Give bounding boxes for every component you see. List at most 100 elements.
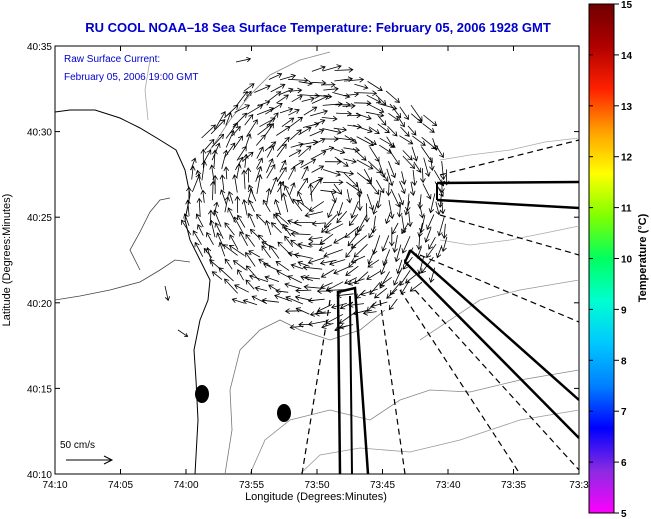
current-vector-arrow xyxy=(181,219,192,236)
coastline-contour xyxy=(224,309,386,474)
current-vector-arrow xyxy=(390,189,401,208)
current-vector-arrow xyxy=(233,216,244,234)
y-axis-label: Latitude (Degrees:Minutes) xyxy=(1,194,13,327)
current-vector-arrow xyxy=(399,181,406,195)
current-vector-arrow xyxy=(429,157,435,171)
current-vector-arrow xyxy=(385,90,400,104)
current-vector-arrow xyxy=(330,303,347,310)
colorbar-tick-label: 10 xyxy=(621,255,633,266)
current-vector-arrow xyxy=(297,242,312,248)
current-vector-arrow xyxy=(224,104,239,119)
current-vector-arrow xyxy=(228,244,245,256)
current-vector-arrow xyxy=(279,159,287,173)
current-vector-arrow xyxy=(290,263,304,270)
current-vector-arrow xyxy=(297,260,310,267)
current-vector-arrow xyxy=(284,185,294,203)
current-vector-arrow xyxy=(354,224,365,236)
current-vector-arrow xyxy=(236,145,247,161)
current-vector-arrow xyxy=(266,145,275,158)
current-vector-arrow xyxy=(232,174,238,193)
current-vector-arrow xyxy=(345,243,357,258)
current-vector-arrow xyxy=(225,130,235,148)
current-vector-arrow xyxy=(231,297,245,304)
current-legend-line1: Raw Surface Current: xyxy=(64,54,160,65)
current-vector-arrow xyxy=(264,141,277,152)
current-vector-arrow xyxy=(379,170,389,182)
current-vector-arrow xyxy=(224,142,236,159)
current-vector-arrow xyxy=(318,244,333,252)
current-vector-arrow xyxy=(209,164,216,184)
current-vector-arrow xyxy=(292,160,305,168)
current-vector-arrow xyxy=(348,259,358,268)
current-vector-arrow xyxy=(356,90,378,97)
current-vector-arrow xyxy=(266,163,276,179)
current-vector-arrow xyxy=(177,329,189,337)
current-vector-arrow xyxy=(183,213,190,227)
current-vector-arrow xyxy=(241,199,248,216)
current-vector-arrow xyxy=(298,126,312,136)
current-vector-arrow xyxy=(333,235,347,244)
current-vector-arrow xyxy=(407,125,417,136)
colorbar-tick-label: 15 xyxy=(621,0,633,11)
current-vector-arrow xyxy=(375,179,385,194)
current-vector-arrow xyxy=(307,183,314,202)
current-vector-arrow xyxy=(353,124,373,134)
current-vector-arrow xyxy=(348,302,365,308)
current-vector-arrow xyxy=(291,95,303,103)
current-vector-arrow xyxy=(423,157,431,178)
current-vector-arrow xyxy=(352,148,367,161)
current-vector-arrow xyxy=(284,282,302,290)
current-vector-arrow xyxy=(325,287,345,294)
x-axis-ticks: 74:10 74:05 74:00 73:55 73:50 73:45 73:40 73:35… xyxy=(42,46,589,491)
current-vector-arrow xyxy=(221,149,229,169)
current-vector-arrow xyxy=(288,108,300,116)
current-vector-arrow xyxy=(385,183,392,197)
current-vector-arrow xyxy=(342,103,356,109)
x-tick-label: 74:05 xyxy=(108,480,133,491)
current-vector-arrow xyxy=(386,288,398,299)
current-vector-arrow xyxy=(338,311,356,324)
current-vector-arrow xyxy=(304,274,321,281)
current-vector-arrow xyxy=(214,111,226,129)
current-vector-arrow xyxy=(262,262,280,272)
current-vector-arrow xyxy=(282,223,292,237)
current-vector-arrow xyxy=(241,169,248,190)
station-marker xyxy=(195,385,209,403)
current-vector-arrow xyxy=(322,128,342,135)
current-vector-arrow xyxy=(287,275,302,284)
current-vector-arrow xyxy=(374,287,388,299)
current-vector-arrow xyxy=(319,233,334,245)
current-vector-arrow xyxy=(232,112,248,128)
x-tick-label: 73:50 xyxy=(304,480,329,491)
current-vector-arrow xyxy=(237,214,246,228)
current-vector-arrow xyxy=(270,83,286,93)
current-vector-arrow xyxy=(316,304,333,313)
current-vector-arrow xyxy=(234,195,241,214)
current-vector-arrow xyxy=(410,113,423,124)
current-vector-arrow xyxy=(222,244,238,256)
current-vector-arrow xyxy=(243,83,255,92)
current-vector-arrow xyxy=(336,210,348,224)
current-vector-arrow xyxy=(219,174,226,191)
current-vector-arrow xyxy=(363,168,372,183)
scale-arrow xyxy=(66,455,114,465)
current-vector-arrow xyxy=(231,125,241,137)
coastline-contour xyxy=(439,225,579,246)
station-marker xyxy=(277,404,291,422)
y-tick-label: 40:30 xyxy=(27,128,52,139)
x-axis-label: Longitude (Degrees:Minutes) xyxy=(245,491,387,503)
current-vector-arrow xyxy=(367,81,383,91)
current-vector-arrow xyxy=(344,135,358,144)
current-vector-arrow xyxy=(412,135,426,146)
current-vector-arrow xyxy=(365,111,385,118)
current-vector-arrow xyxy=(269,244,280,259)
coastline-contour xyxy=(439,137,579,161)
current-vector-arrow xyxy=(246,119,258,137)
current-vector-arrow xyxy=(289,129,302,140)
current-vector-arrow xyxy=(399,135,414,145)
current-vector-arrow xyxy=(281,117,295,128)
current-vector-arrow xyxy=(322,64,342,72)
current-vector-arrow xyxy=(420,168,426,184)
current-vector-arrow xyxy=(321,222,332,233)
current-vector-arrow xyxy=(413,161,422,173)
